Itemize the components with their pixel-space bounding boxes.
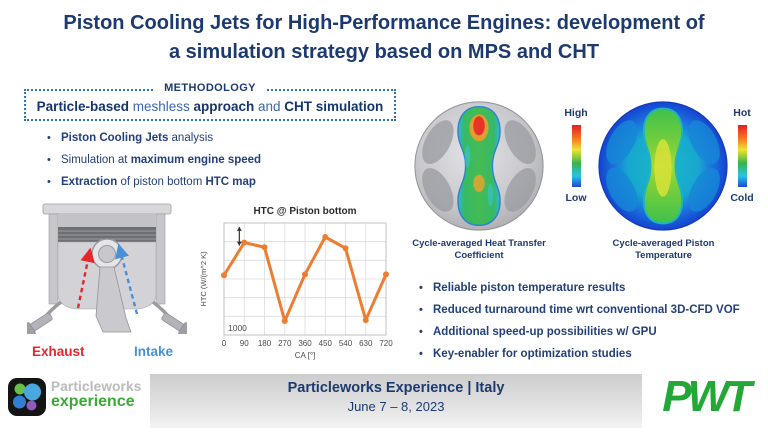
event-date: June 7 – 8, 2023 [347, 399, 445, 414]
right-bullet-list: Reliable piston temperature results Redu… [416, 282, 766, 370]
svg-text:CA [°]: CA [°] [295, 351, 316, 360]
piston-cross-section-figure: Exhaust Intake [24, 202, 190, 364]
legend-high-label: High [564, 107, 588, 119]
svg-text:270: 270 [278, 339, 292, 348]
htc-figure-caption: Cycle-averaged Heat Transfer Coefficient [398, 238, 560, 262]
temperature-contour-image [598, 101, 728, 231]
temperature-figure-caption: Cycle-averaged Piston Temperature [586, 238, 741, 262]
caption-line: Temperature [635, 250, 692, 261]
logo-subname: experience [51, 393, 135, 410]
title-line-2: a simulation strategy based on MPS and C… [168, 41, 600, 63]
svg-text:630: 630 [359, 339, 373, 348]
caption-line: Cycle-averaged Piston [612, 238, 715, 249]
caption-line: Coefficient [454, 250, 504, 261]
svg-text:450: 450 [319, 339, 333, 348]
footer-band: Particleworks Experience | Italy June 7 … [150, 374, 642, 428]
temperature-colorbar-icon [737, 125, 747, 187]
htc-contour-figure [412, 99, 546, 233]
htc-colorbar-icon [571, 125, 581, 187]
legend-cold-label: Cold [730, 192, 754, 204]
particleworks-experience-logo: Particleworks experience [8, 378, 141, 416]
intake-label: Intake [134, 344, 174, 359]
list-item: Piston Cooling Jets analysis [44, 132, 374, 145]
temperature-contour-figure [596, 99, 730, 233]
legend-low-label: Low [565, 192, 587, 204]
intake-jet-arrow-icon [115, 243, 139, 315]
methodology-box: METHODOLOGY Particle-based meshless appr… [24, 82, 396, 121]
left-bullet-list: Piston Cooling Jets analysis Simulation … [44, 132, 374, 198]
logo-name: Particleworks [51, 379, 142, 394]
list-item: Reliable piston temperature results [416, 282, 766, 295]
list-item: Reduced turnaround time wrt conventional… [416, 304, 766, 317]
exhaust-label: Exhaust [32, 344, 85, 359]
svg-text:540: 540 [339, 339, 353, 348]
particleworks-logo-text: Particleworks experience [51, 379, 142, 410]
title-line-1: Piston Cooling Jets for High-Performance… [63, 12, 705, 34]
htc-contour-image [414, 101, 544, 231]
svg-text:1000: 1000 [228, 323, 247, 333]
list-item: Simulation at maximum engine speed [44, 154, 374, 167]
list-item: Key-enabler for optimization studies [416, 348, 766, 361]
legend-hot-label: Hot [733, 107, 751, 119]
event-title: Particleworks Experience | Italy [287, 380, 505, 396]
particleworks-logo-icon [8, 378, 46, 416]
temperature-colorbar-legend: Hot Cold [721, 107, 763, 205]
exhaust-jet-arrow-icon [76, 247, 95, 309]
page-title: Piston Cooling Jets for High-Performance… [12, 9, 756, 67]
methodology-label: METHODOLOGY [154, 82, 266, 94]
svg-text:720: 720 [379, 339, 393, 348]
svg-text:180: 180 [258, 339, 272, 348]
htc-line-chart: HTC @ Piston bottom 0 90 180 270 360 450 540 630… [198, 203, 394, 369]
svg-text:90: 90 [240, 339, 249, 348]
pwt-logo: PWT [662, 372, 752, 421]
svg-text:0: 0 [222, 339, 227, 348]
piston-cross-section-illustration [27, 203, 187, 334]
methodology-text: Particle-based meshless approach and CHT… [36, 99, 384, 114]
list-item: Extraction of piston bottom HTC map [44, 176, 374, 189]
caption-line: Cycle-averaged Heat Transfer [412, 238, 546, 249]
svg-text:HTC (W/(m^2 K): HTC (W/(m^2 K) [199, 251, 208, 307]
svg-text:HTC @ Piston bottom: HTC @ Piston bottom [253, 206, 356, 217]
svg-text:360: 360 [298, 339, 312, 348]
htc-colorbar-legend: High Low [555, 107, 597, 205]
list-item: Additional speed-up possibilities w/ GPU [416, 326, 766, 339]
